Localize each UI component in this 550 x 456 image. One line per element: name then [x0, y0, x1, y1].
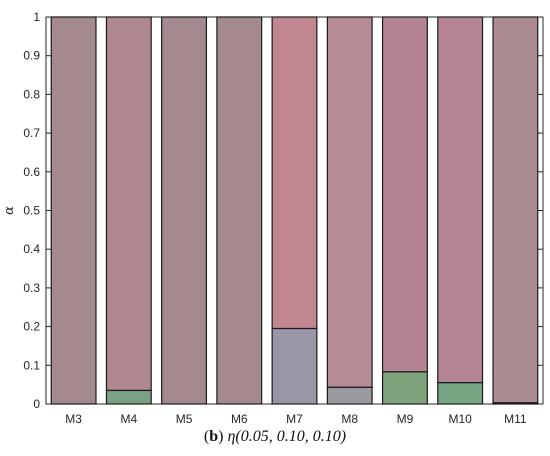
y-axis-label: α	[2, 206, 17, 215]
x-tick-label: M5	[176, 412, 193, 426]
bar-top-M9	[381, 16, 428, 373]
x-tick-label: M6	[231, 412, 248, 426]
y-tick-label: 0.8	[23, 87, 40, 101]
bar-top-M3	[50, 16, 97, 405]
bar-top-M8	[326, 16, 373, 388]
x-tick-label: M7	[286, 412, 303, 426]
y-tick-label: 0.5	[23, 204, 40, 218]
bar-top-M6	[216, 16, 263, 405]
figure-caption: (b) η(0.05, 0.10, 0.10)	[0, 428, 550, 446]
stacked-bar-chart: 0 0.1 0.2 0.3 0.4 0.5 0.6 0.7 0.8 0.9 1 M3 M4 M5 M6 M7…	[2, 10, 544, 426]
x-tick-label: M3	[65, 412, 82, 426]
bar-bottom-M8	[326, 386, 373, 405]
y-tick-label: 0.3	[23, 281, 40, 295]
y-tick-label: 0.6	[23, 165, 40, 179]
y-tick-label: 0.1	[23, 358, 40, 372]
y-tick-label: 1	[33, 10, 40, 24]
x-tick-label: M10	[448, 412, 472, 426]
bar-top-M10	[437, 16, 484, 384]
bar-top-M4	[105, 16, 152, 392]
y-tick-label: 0.4	[23, 242, 40, 256]
x-tick-label: M11	[504, 412, 527, 426]
bar-bottom-M11	[492, 402, 539, 405]
bar-bottom-M10	[437, 382, 484, 405]
y-axis: 0 0.1 0.2 0.3 0.4 0.5 0.6 0.7 0.8 0.9 1	[23, 10, 543, 411]
bar-top-M7	[271, 16, 318, 330]
caption-close: )	[218, 428, 228, 445]
bars-group	[50, 16, 539, 405]
x-axis: M3 M4 M5 M6 M7 M8 M9 M10 M11	[65, 412, 527, 426]
y-tick-label: 0	[33, 397, 40, 411]
y-tick-label: 0.7	[23, 126, 40, 140]
x-tick-label: M9	[397, 412, 414, 426]
bar-top-M11	[492, 16, 539, 404]
bar-bottom-M7	[271, 327, 318, 405]
bar-bottom-M9	[381, 371, 428, 405]
x-tick-label: M8	[341, 412, 358, 426]
x-tick-label: M4	[120, 412, 137, 426]
bar-top-M5	[161, 16, 208, 405]
y-tick-label: 0.2	[23, 320, 40, 334]
bar-bottom-M4	[105, 389, 152, 405]
caption-label: b	[209, 428, 219, 445]
caption-formula: η(0.05, 0.10, 0.10)	[227, 428, 347, 445]
y-tick-label: 0.9	[23, 49, 40, 63]
caption-open: (	[203, 428, 210, 445]
